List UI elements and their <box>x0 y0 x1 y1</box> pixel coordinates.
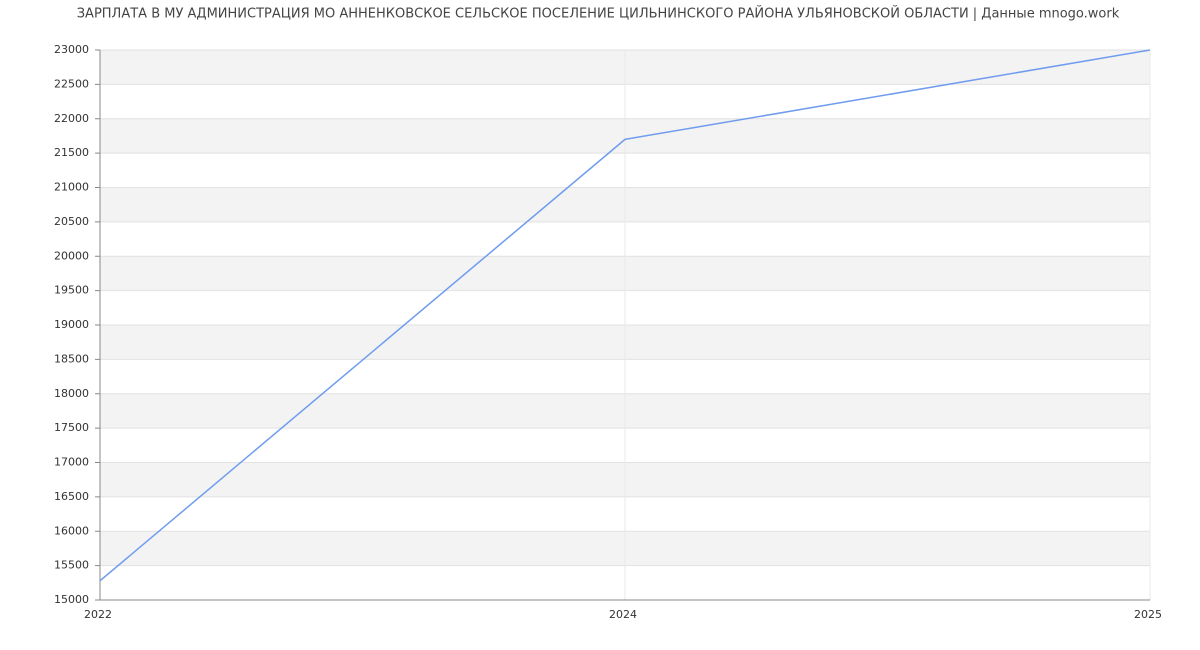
y-tick-label: 20500 <box>54 215 89 228</box>
y-tick-label: 21000 <box>54 181 89 194</box>
x-tick-label: 2022 <box>84 608 112 621</box>
y-tick-label: 23000 <box>54 43 89 56</box>
x-tick-label: 2024 <box>609 608 637 621</box>
y-tick-label: 18000 <box>54 387 89 400</box>
y-tick-label: 16000 <box>54 524 89 537</box>
y-tick-label: 18500 <box>54 352 89 365</box>
y-tick-label: 20000 <box>54 249 89 262</box>
y-tick-label: 22500 <box>54 77 89 90</box>
y-tick-label: 19000 <box>54 318 89 331</box>
y-tick-label: 21500 <box>54 146 89 159</box>
chart-title: ЗАРПЛАТА В МУ АДМИНИСТРАЦИЯ МО АННЕНКОВС… <box>77 6 1120 22</box>
y-tick-label: 22000 <box>54 112 89 125</box>
line-series <box>99 49 1151 582</box>
y-tick-label: 17000 <box>54 456 89 469</box>
y-tick-label: 15000 <box>54 593 89 606</box>
y-tick-label: 16500 <box>54 490 89 503</box>
y-tick-label: 19500 <box>54 284 89 297</box>
y-tick-label: 15500 <box>54 559 89 572</box>
y-tick-label: 17500 <box>54 421 89 434</box>
x-tick-label: 2025 <box>1134 608 1162 621</box>
